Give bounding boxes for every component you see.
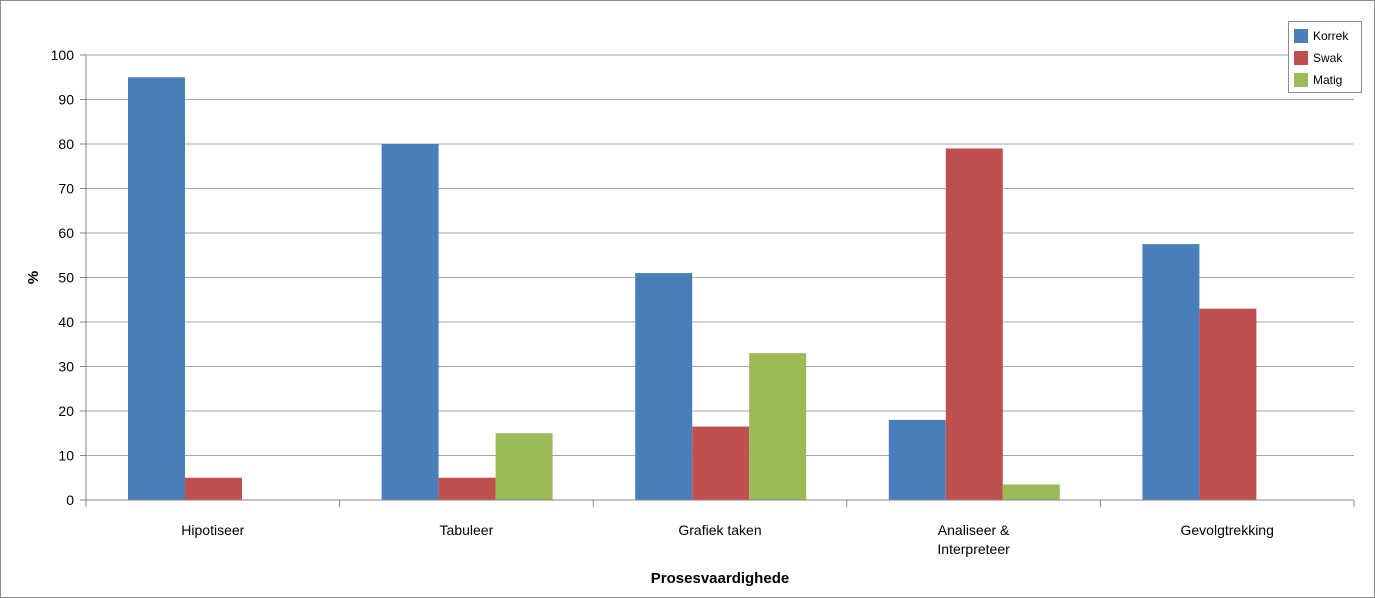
bar-swak-4 xyxy=(1199,308,1257,500)
legend: Korrek Swak Matig xyxy=(1288,21,1362,93)
y-tick-labels: 0 10 20 30 40 50 60 70 80 90 100 xyxy=(51,47,75,508)
bar-korrek-0 xyxy=(128,77,185,500)
y-tick-label: 50 xyxy=(58,270,74,286)
x-tick-labels: Hipotiseer Tabuleer Grafiek taken Analiseer… xyxy=(181,522,1274,557)
legend-item-swak: Swak xyxy=(1289,47,1361,69)
x-axis-title: Prosesvaardighede xyxy=(651,570,789,587)
legend-swatch-swak xyxy=(1294,51,1308,65)
bar-korrek-4 xyxy=(1142,244,1200,500)
y-tick-label: 100 xyxy=(51,47,75,63)
bar-swak-0 xyxy=(185,477,242,500)
legend-label-swak: Swak xyxy=(1313,51,1343,65)
legend-swatch-korrek xyxy=(1294,29,1308,43)
bar-matig-3 xyxy=(1002,484,1060,500)
legend-item-matig: Matig xyxy=(1289,69,1361,91)
y-tick-label: 40 xyxy=(58,314,74,330)
y-tick-label: 20 xyxy=(58,403,74,419)
legend-item-korrek: Korrek xyxy=(1289,25,1361,47)
bar-matig-1 xyxy=(495,433,553,500)
x-tick-label: Gevolgtrekking xyxy=(1181,522,1274,538)
x-tick-label: Hipotiseer xyxy=(181,522,244,538)
y-tick-label: 90 xyxy=(58,92,74,108)
y-tick-label: 60 xyxy=(58,225,74,241)
legend-label-matig: Matig xyxy=(1313,73,1343,87)
x-tick-label: Tabuleer xyxy=(440,522,494,538)
bar-korrek-1 xyxy=(381,144,439,500)
legend-swatch-matig xyxy=(1294,73,1308,87)
x-tick-label: Analiseer & Interpreteer xyxy=(937,522,1010,557)
bars xyxy=(128,77,1257,500)
y-axis-title: % xyxy=(25,271,42,284)
bar-swak-3 xyxy=(945,148,1003,500)
bar-korrek-3 xyxy=(888,419,946,500)
legend-label-korrek: Korrek xyxy=(1313,29,1349,43)
y-tick-label: 80 xyxy=(58,136,74,152)
bar-swak-1 xyxy=(438,477,496,500)
y-tick-label: 10 xyxy=(58,448,74,464)
bar-matig-2 xyxy=(749,353,807,500)
bar-swak-2 xyxy=(692,426,750,500)
y-tick-label: 70 xyxy=(58,181,74,197)
bar-korrek-2 xyxy=(635,273,693,500)
y-tick-label: 0 xyxy=(66,492,74,508)
y-tick-label: 30 xyxy=(58,359,74,375)
x-tick-label: Grafiek taken xyxy=(678,522,761,538)
axes xyxy=(85,55,1355,507)
